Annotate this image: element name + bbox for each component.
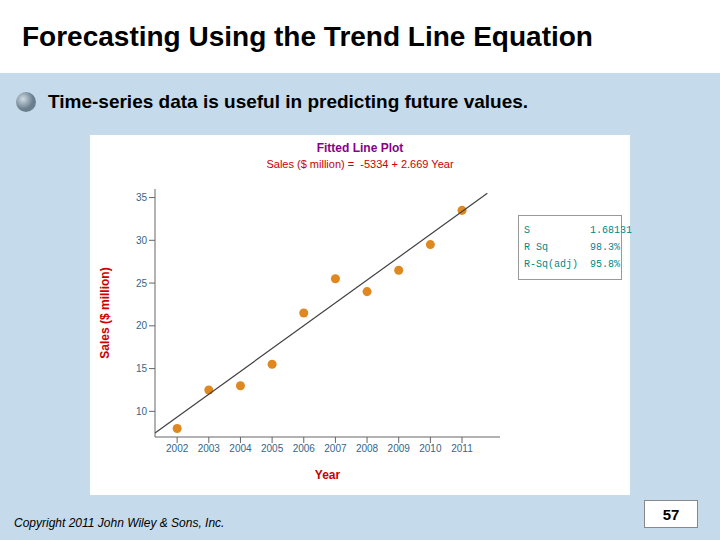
svg-text:2010: 2010 <box>419 443 442 454</box>
html-text:R Sq 98.3%: R Sq 98.3% <box>524 242 620 253</box>
html-text:Sales ($ million) = -5334 + 2.: Sales ($ million) = -5334 + 2.669 Year <box>266 158 454 170</box>
svg-text:2003: 2003 <box>198 443 221 454</box>
svg-text:35: 35 <box>136 192 148 203</box>
svg-text:2005: 2005 <box>261 443 284 454</box>
svg-text:2002: 2002 <box>166 443 189 454</box>
svg-text:2004: 2004 <box>229 443 252 454</box>
html-text:Fitted Line Plot: Fitted Line Plot <box>316 141 404 155</box>
html-text:57: 57 <box>662 505 680 523</box>
svg-text:Sales ($ million): Sales ($ million) <box>98 267 112 358</box>
svg-text:Year: Year <box>315 468 341 482</box>
svg-text:2011: 2011 <box>451 443 473 454</box>
svg-text:2007: 2007 <box>324 443 347 454</box>
svg-text:15: 15 <box>136 363 148 374</box>
html-text:Copyright 2011 John Wiley & So: Copyright 2011 John Wiley & Sons, Inc. <box>14 516 225 530</box>
html-text:S 1.68131: S 1.68131 <box>524 225 632 236</box>
svg-text:2009: 2009 <box>388 443 411 454</box>
svg-text:20: 20 <box>136 320 148 331</box>
svg-text:10: 10 <box>136 406 148 417</box>
html-text:R-Sq(adj) 95.8%: R-Sq(adj) 95.8% <box>524 259 620 270</box>
svg-text:25: 25 <box>136 278 148 289</box>
svg-text:30: 30 <box>136 235 148 246</box>
svg-text:2006: 2006 <box>293 443 316 454</box>
html-text:Forecasting Using the Trend Li: Forecasting Using the Trend Line Equatio… <box>22 20 593 52</box>
svg-text:2008: 2008 <box>356 443 379 454</box>
html-text:Time-series data is useful in: Time-series data is useful in predicting… <box>48 90 529 112</box>
